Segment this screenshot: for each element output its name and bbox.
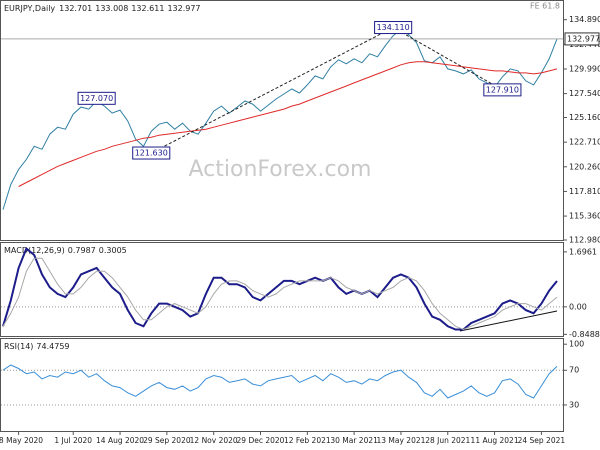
- y-tick-label: 0.00: [569, 302, 587, 311]
- y-tick-label: 134.890: [569, 15, 600, 24]
- macd-title: MACD(12,26,9): [4, 246, 65, 255]
- high: 133.008: [95, 4, 128, 13]
- low: 132.611: [131, 4, 164, 13]
- y-tick-label: 129.990: [569, 64, 600, 73]
- y-tick-label: 117.810: [569, 187, 600, 196]
- annotation-box: [374, 21, 413, 35]
- y-tick-label: 112.980: [569, 236, 600, 245]
- annotation-label: 134.110: [377, 23, 410, 32]
- y-tick-label: 125.160: [569, 113, 600, 122]
- y-tick-label: 30: [569, 400, 579, 409]
- open: 132.701: [59, 4, 92, 13]
- annotation-label: 121.630: [135, 149, 168, 158]
- price-header: EURJPY,Daily 132.701 133.008 132.611 132.977: [4, 4, 201, 13]
- y-tick-label: 122.710: [569, 138, 600, 147]
- series-line: [2, 28, 558, 210]
- y-tick-label: 115.360: [569, 212, 600, 221]
- rsi-header: RSI(14) 74.4759: [4, 342, 70, 351]
- last-price-box: [564, 32, 600, 46]
- x-tick-label: 30 Mar 2021: [330, 436, 378, 445]
- macd-panel: [0, 242, 564, 337]
- annotation-label: 127.070: [80, 94, 113, 103]
- price-panel: [0, 0, 564, 241]
- annotation-label: 127.910: [486, 85, 519, 94]
- annotation-box: [77, 91, 116, 105]
- trendline: [392, 27, 503, 91]
- series-line: [2, 257, 558, 331]
- x-tick-label: 11 Aug 2021: [471, 436, 519, 445]
- x-tick-label: 29 Sep 2020: [143, 436, 191, 445]
- macd-readout: 0.7987: [68, 246, 96, 255]
- annotation-box: [483, 83, 522, 97]
- series-line: [2, 364, 558, 399]
- corner-text: FE 61.8: [530, 2, 560, 11]
- y-tick-label: -0.8488: [569, 330, 600, 339]
- x-tick-label: 12 Feb 2021: [284, 436, 331, 445]
- watermark: ActionForex.com: [189, 157, 372, 182]
- symbol: EURJPY,Daily: [4, 4, 55, 13]
- series-line: [2, 246, 558, 331]
- last-price-label: 132.977: [567, 34, 600, 43]
- x-tick-label: 24 Sep 2021: [518, 436, 566, 445]
- x-tick-label: 12 Nov 2020: [190, 436, 238, 445]
- y-tick-label: 100: [569, 340, 584, 349]
- x-tick-label: 29 Dec 2020: [237, 436, 285, 445]
- rsi-panel: [0, 338, 564, 432]
- x-tick-label: 28 Jun 2021: [425, 436, 470, 445]
- annotation-box: [132, 146, 171, 160]
- y-tick-label: 70: [569, 366, 579, 375]
- x-tick-label: 1 Jul 2020: [54, 436, 92, 445]
- macd-header: MACD(12,26,9) 0.7987 0.3005: [4, 246, 127, 255]
- series-line: [18, 61, 558, 187]
- signal-readout: 0.3005: [99, 246, 127, 255]
- y-tick-label: 120.260: [569, 162, 600, 171]
- close: 132.977: [167, 4, 200, 13]
- trendline: [151, 27, 394, 154]
- y-tick-label: 1.6961: [569, 247, 597, 256]
- x-tick-label: 14 Aug 2020: [96, 436, 144, 445]
- x-tick-label: 18 May 2020: [0, 436, 43, 445]
- rsi-readout: 74.4759: [36, 342, 69, 351]
- rsi-title: RSI(14): [4, 342, 33, 351]
- macd-trendline: [459, 310, 558, 332]
- y-tick-label: 127.540: [569, 89, 600, 98]
- x-tick-label: 13 May 2021: [376, 436, 425, 445]
